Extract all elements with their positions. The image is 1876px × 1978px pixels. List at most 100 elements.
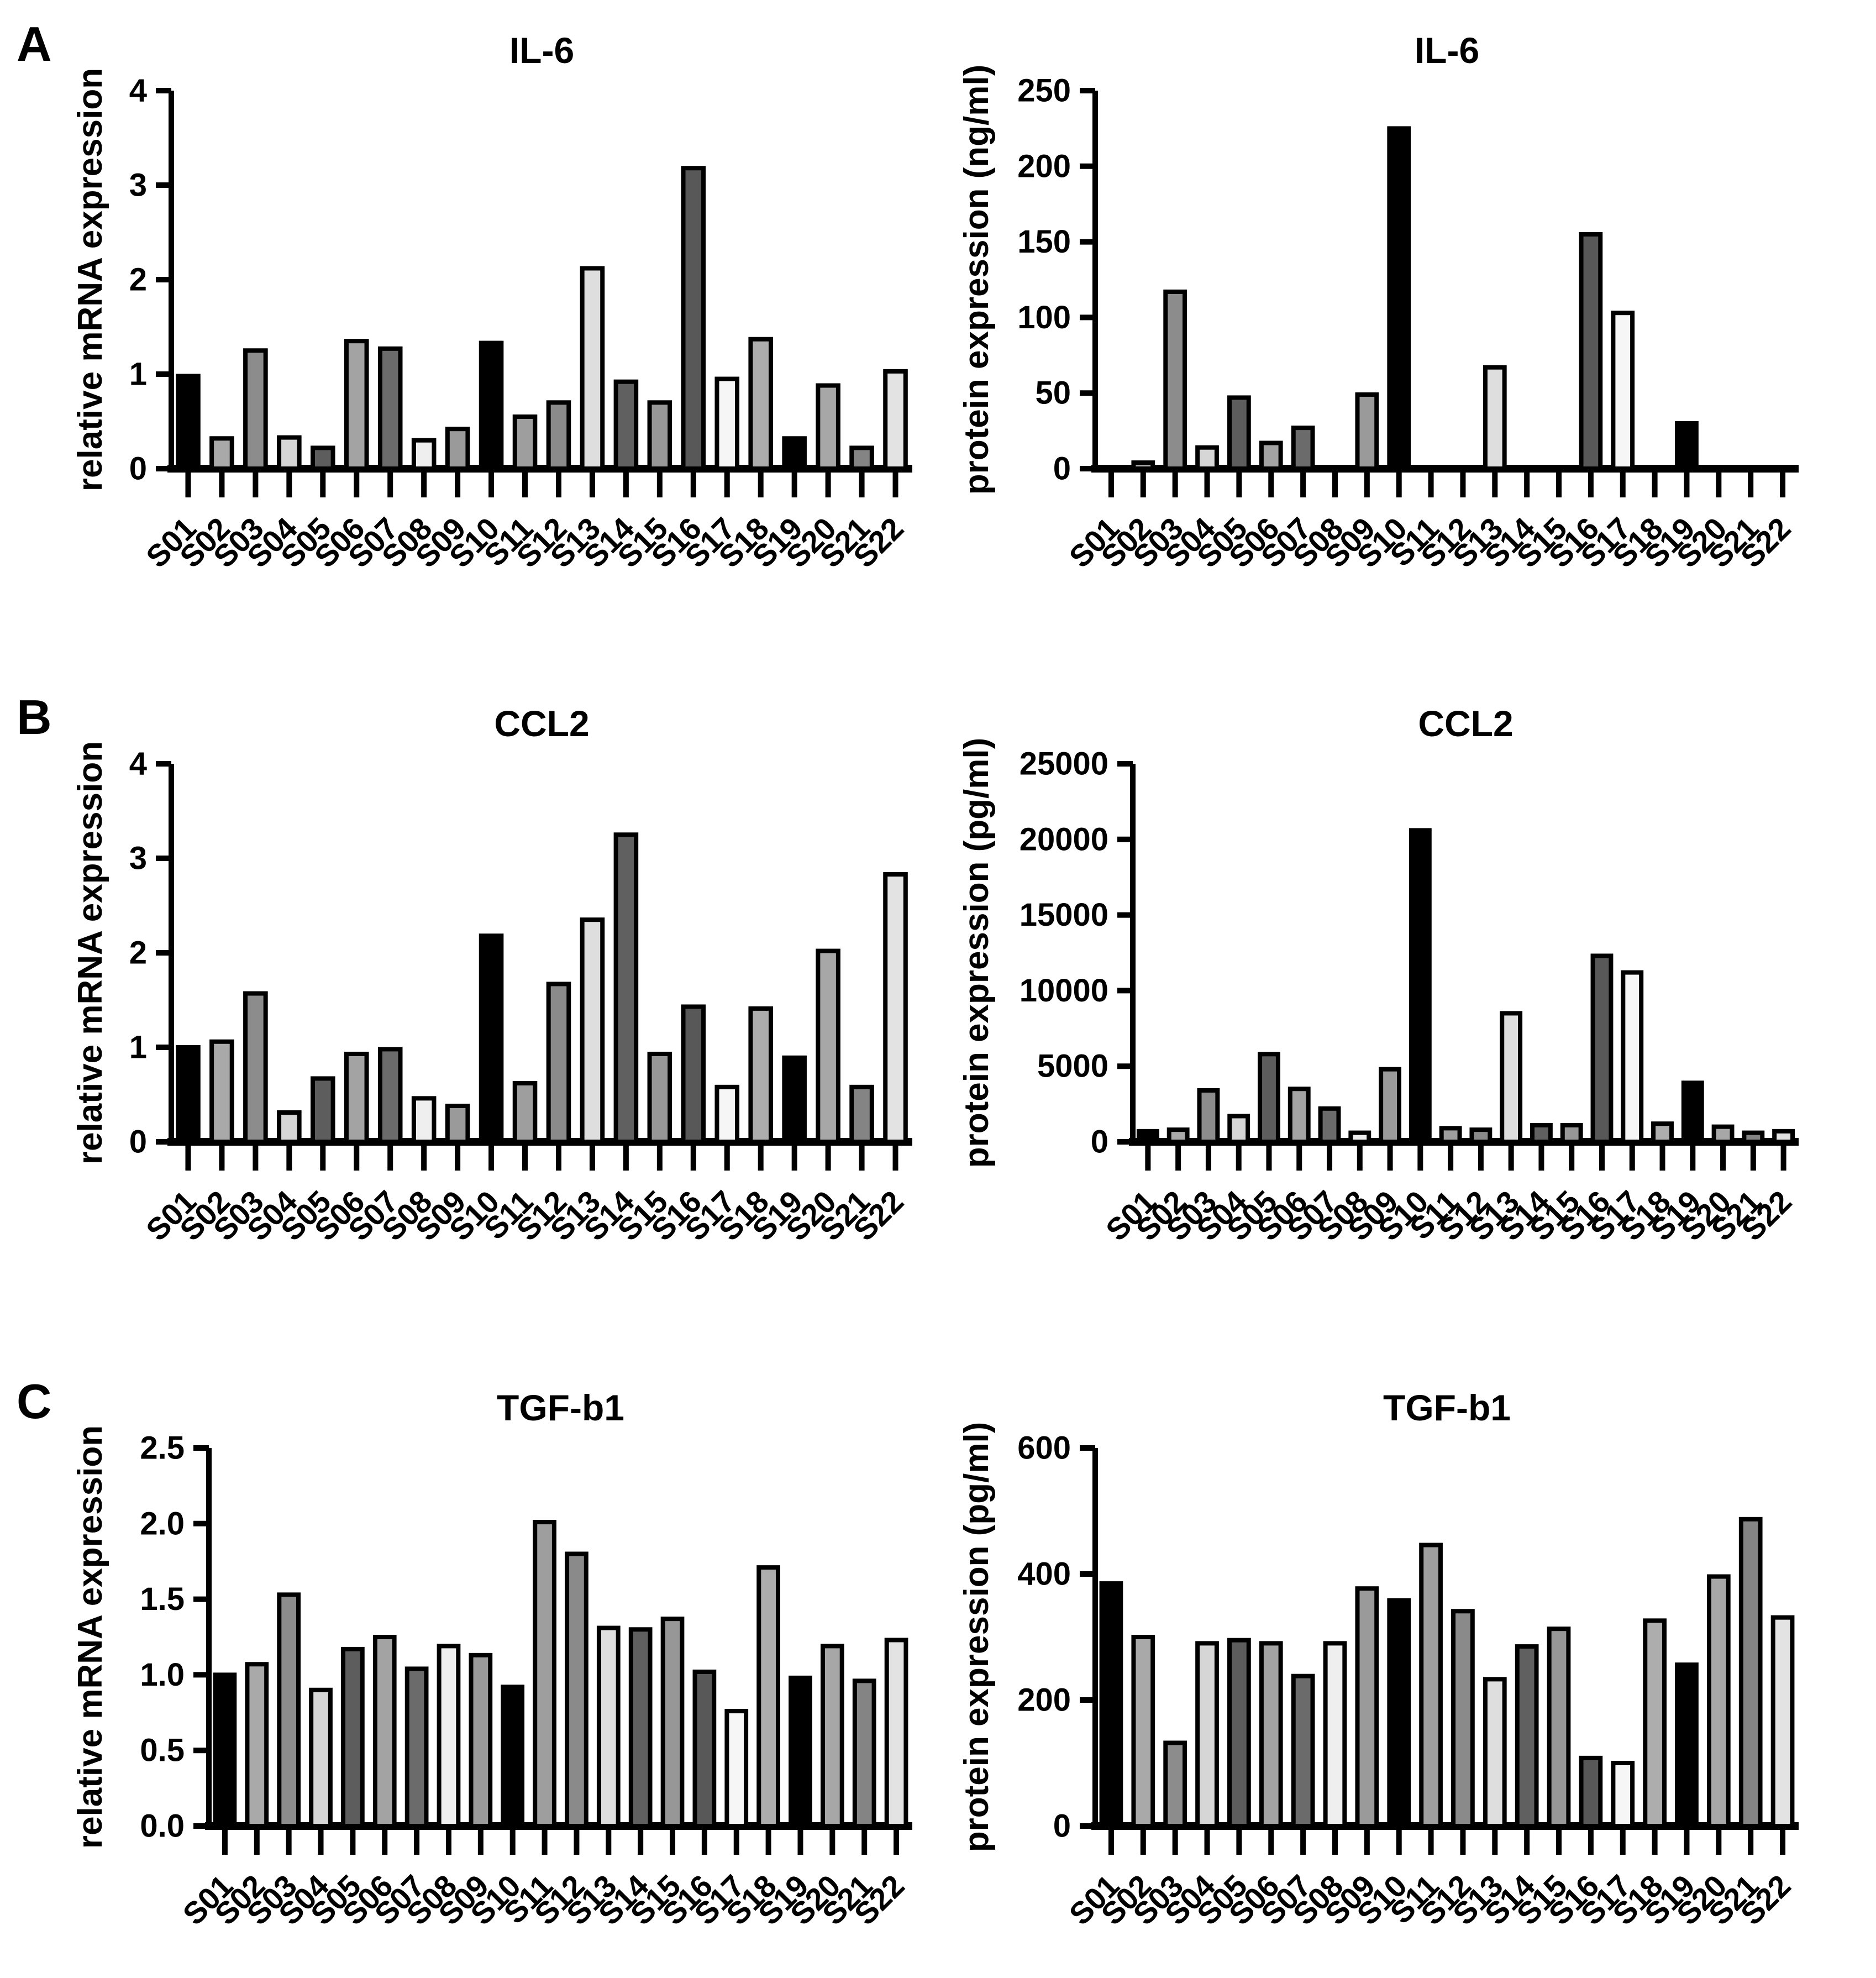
bar-s01	[176, 374, 201, 471]
bar-s12	[1451, 1609, 1475, 1828]
bar-s07	[404, 1666, 429, 1828]
y-tick-label: 2.0	[140, 1505, 185, 1541]
bar-s18	[1651, 1121, 1674, 1145]
bar-s16	[681, 1004, 706, 1144]
y-tick-label: 250	[1017, 73, 1071, 109]
bar-s06	[344, 339, 369, 471]
bar-s13	[1483, 365, 1507, 471]
bar-s17	[1621, 970, 1644, 1144]
chart-title: CCL2	[494, 703, 589, 744]
bar-s04	[277, 1110, 302, 1144]
bar-s16	[692, 1669, 717, 1828]
bar-s19	[1681, 1080, 1704, 1145]
panel-label-c: C	[17, 1374, 52, 1429]
bar-s13	[1500, 1011, 1523, 1144]
bar-s19	[782, 436, 807, 471]
y-tick-label: 0.5	[140, 1733, 185, 1769]
bar-s04	[1195, 445, 1219, 471]
y-tick-label: 100	[1017, 300, 1071, 335]
y-tick-label: 0	[1053, 1808, 1071, 1844]
bar-s19	[782, 1055, 807, 1144]
y-axis-label: relative mRNA expression	[71, 741, 109, 1164]
y-axis-label: protein expression (pg/ml)	[958, 738, 996, 1168]
bar-s07	[1291, 426, 1315, 471]
bar-s09	[1355, 392, 1379, 471]
panel-c-charts: TGF-b1 relative mRNA expression 0.0 0.5 1.0 1…	[70, 1377, 1876, 1978]
y-axis-label: relative mRNA expression	[71, 1425, 109, 1849]
bar-s18	[748, 337, 773, 471]
bar-s17	[714, 376, 740, 471]
bar-s10	[479, 933, 504, 1144]
bar-s19	[1675, 421, 1699, 471]
y-tick-label: 4	[129, 746, 147, 782]
bar-s15	[647, 400, 672, 471]
bar-s15	[660, 1617, 685, 1828]
bar-s05	[1227, 1638, 1251, 1828]
bar-s06	[1288, 1087, 1311, 1144]
bar-s08	[1348, 1130, 1371, 1144]
bar-s10	[501, 1685, 525, 1829]
bar-s12	[565, 1551, 588, 1828]
y-tick-label: 15000	[1020, 897, 1108, 933]
bar-s10	[1387, 126, 1411, 471]
bar-s21	[849, 1084, 874, 1145]
bar-s22	[884, 1638, 908, 1828]
bar-s10	[479, 340, 504, 471]
bar-s13	[580, 266, 605, 471]
bar-s22	[1772, 1129, 1795, 1145]
bar-s07	[1291, 1673, 1315, 1828]
bar-s02	[209, 436, 234, 471]
bar-s09	[445, 427, 470, 471]
bar-s15	[647, 1051, 672, 1144]
panel-a-charts: IL-6 relative mRNA expression 0 1 2 3 4 S01 S02 S…	[70, 20, 1876, 628]
panel-b: B CCL2 relative mRNA expression 0 1 2 3 4 S01 S0…	[0, 693, 1876, 1301]
y-tick-label: 3	[129, 167, 147, 203]
panel-c: C TGF-b1 relative mRNA expression 0.0 0.5 1.…	[0, 1377, 1876, 1978]
y-tick-label: 1.0	[140, 1657, 185, 1693]
bar-s14	[1515, 1644, 1539, 1828]
bar-s09	[1355, 1586, 1379, 1828]
bar-s18	[756, 1565, 780, 1828]
bar-s22	[883, 369, 908, 471]
bar-s12	[1469, 1127, 1493, 1144]
bar-s02	[1166, 1127, 1190, 1144]
bar-s15	[1560, 1122, 1583, 1144]
bar-s06	[1259, 1641, 1283, 1828]
chart-title: IL-6	[1415, 30, 1479, 71]
bar-s03	[243, 991, 268, 1145]
bar-s22	[1770, 1615, 1795, 1828]
bar-s08	[411, 438, 437, 471]
bar-s11	[512, 1080, 538, 1144]
panel-a: A IL-6 relative mRNA expression 0 1 2 3 4 S01 S0…	[0, 20, 1876, 628]
bar-s06	[372, 1635, 397, 1828]
y-tick-label: 0	[129, 451, 147, 487]
bar-s03	[1163, 289, 1187, 471]
bar-s20	[820, 1644, 844, 1828]
y-tick-label: 400	[1017, 1556, 1071, 1592]
bar-s14	[1530, 1122, 1553, 1144]
y-tick-label: 0	[129, 1124, 147, 1160]
bar-s13	[1483, 1677, 1507, 1828]
bar-s04	[1227, 1114, 1250, 1144]
bar-s12	[546, 400, 571, 471]
y-tick-label: 25000	[1020, 746, 1108, 782]
bar-s05	[341, 1646, 365, 1828]
bar-s21	[1738, 1517, 1763, 1828]
chart-title: IL-6	[509, 30, 574, 71]
y-tick-label: 0	[1091, 1124, 1108, 1160]
bar-s16	[681, 166, 706, 471]
bar-s20	[1711, 1124, 1735, 1145]
bar-s13	[580, 917, 605, 1144]
y-tick-label: 2	[129, 935, 147, 971]
panel-label-b: B	[17, 690, 52, 744]
y-axis-label: protein expression (pg/ml)	[958, 1422, 996, 1853]
bar-s05	[311, 1076, 335, 1144]
y-axis-label: relative mRNA expression	[71, 68, 109, 491]
y-tick-label: 0	[1053, 451, 1071, 487]
bar-s08	[411, 1096, 437, 1145]
y-tick-label: 0.0	[140, 1808, 185, 1844]
bar-s19	[789, 1675, 812, 1828]
chart-il6-protein: IL-6 protein expression (ng/ml) 0 50 100 150 2…	[958, 30, 1799, 574]
y-tick-label: 3	[129, 841, 147, 877]
